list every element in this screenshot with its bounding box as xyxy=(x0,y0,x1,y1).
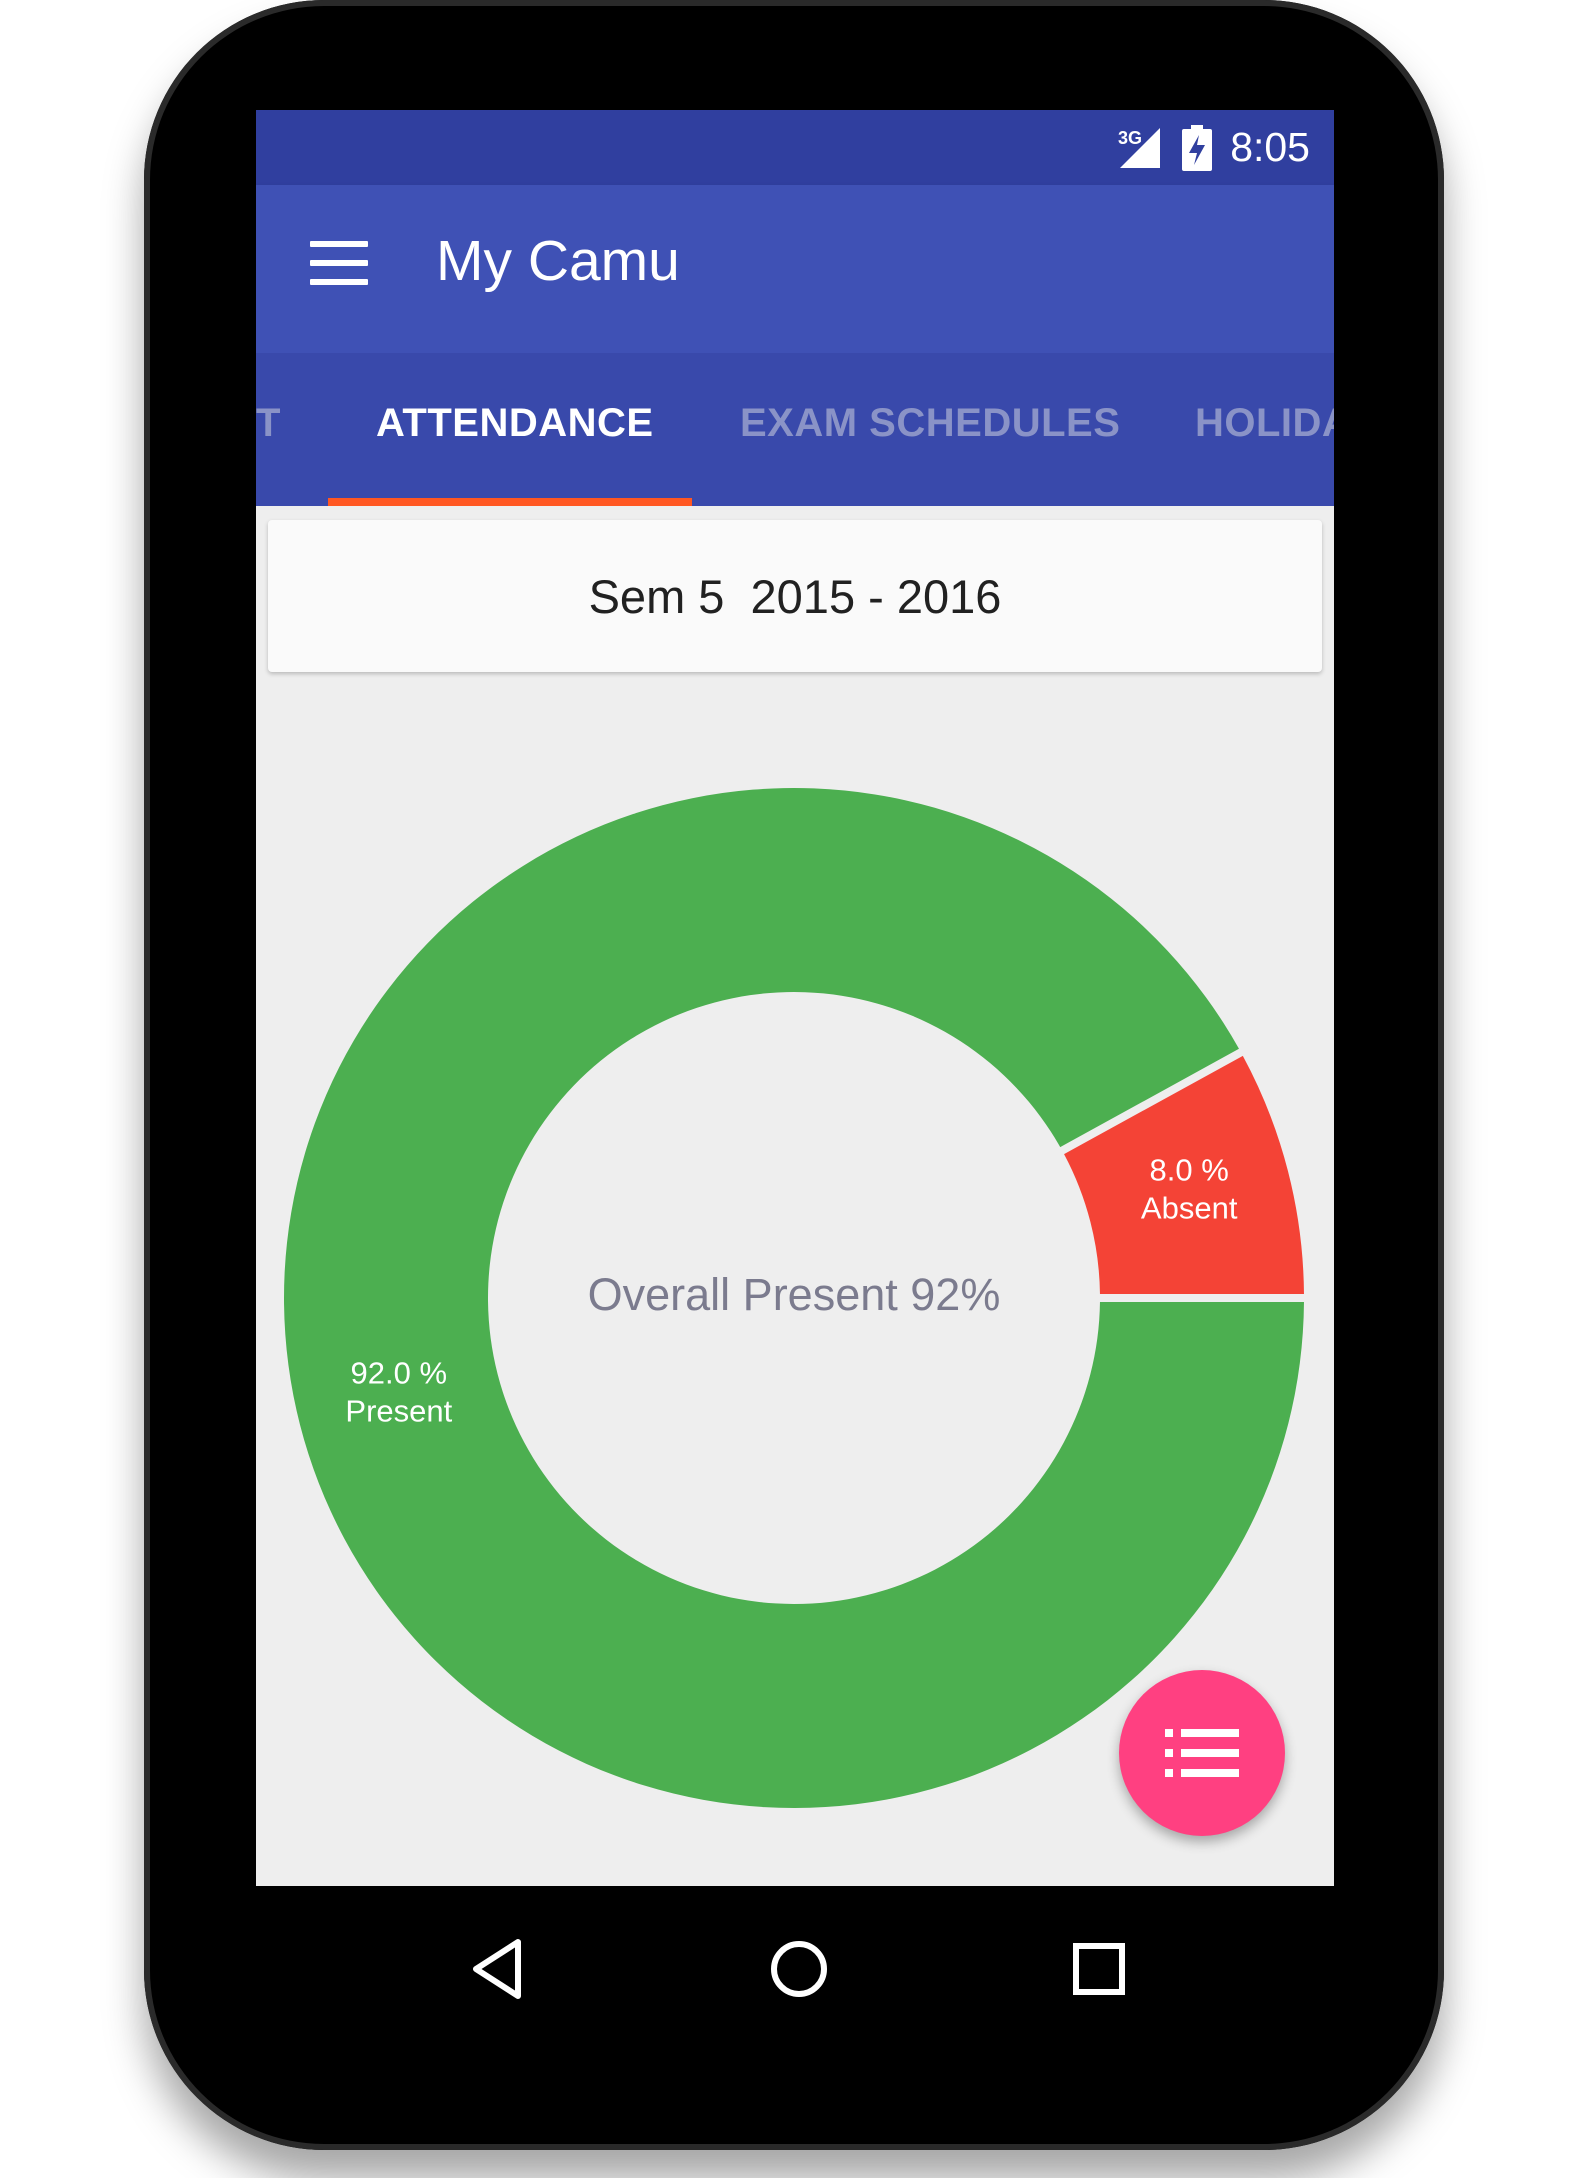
signal-3g-icon: 3G xyxy=(1118,127,1161,168)
clock: 8:05 xyxy=(1230,124,1310,170)
slice-absent[interactable] xyxy=(1064,1055,1304,1295)
screen: 3G 8:05 My Camu T ATTENDANCE EXAM SCHEDU… xyxy=(256,110,1334,1886)
chart-center-text: Overall Present 92% xyxy=(588,1269,1001,1320)
battery-charging-icon xyxy=(1182,124,1213,171)
attendance-donut-chart: Overall Present 92% 8.0 %Absent 92.0 %Pre… xyxy=(284,788,1304,1809)
slice-value-label: 92.0 % xyxy=(351,1355,448,1390)
menu-bar-line xyxy=(310,241,368,247)
navigation-bar xyxy=(256,1886,1334,2050)
semester-label: Sem 5 2015 - 2016 xyxy=(588,569,1002,623)
tab-attendance[interactable]: ATTENDANCE xyxy=(376,401,654,445)
list-fab-button[interactable] xyxy=(1119,1670,1285,1836)
slice-value-label: 8.0 % xyxy=(1150,1153,1229,1188)
app-bar: My Camu xyxy=(256,185,1334,353)
menu-bar-line xyxy=(310,260,368,266)
hamburger-menu-icon[interactable] xyxy=(310,241,368,285)
circle-home-icon[interactable] xyxy=(764,1934,834,2004)
square-recents-icon[interactable] xyxy=(1064,1934,1134,2004)
chart-slices xyxy=(284,788,1304,1809)
app-title: My Camu xyxy=(436,229,680,293)
list-icon xyxy=(1165,1729,1239,1777)
slice-present[interactable] xyxy=(284,788,1304,1809)
active-tab-indicator xyxy=(328,498,692,506)
status-icons: 3G 8:05 xyxy=(1116,110,1310,185)
tab-holidays[interactable]: HOLIDA xyxy=(1195,401,1334,445)
slice-name-label: Absent xyxy=(1141,1191,1238,1226)
tab-bar: T ATTENDANCE EXAM SCHEDULES HOLIDA xyxy=(256,353,1334,506)
triangle-back-icon[interactable] xyxy=(464,1934,534,2004)
tab-exam-schedules[interactable]: EXAM SCHEDULES xyxy=(740,401,1121,445)
tab-partial-left[interactable]: T xyxy=(256,401,281,445)
network-type-label: 3G xyxy=(1118,128,1142,148)
status-bar: 3G 8:05 xyxy=(256,110,1334,185)
slice-name-label: Present xyxy=(345,1393,452,1428)
semester-selector[interactable]: Sem 5 2015 - 2016 xyxy=(268,520,1322,672)
menu-bar-line xyxy=(310,279,368,285)
chart-slice-labels: 8.0 %Absent 92.0 %Present xyxy=(345,1153,1237,1429)
